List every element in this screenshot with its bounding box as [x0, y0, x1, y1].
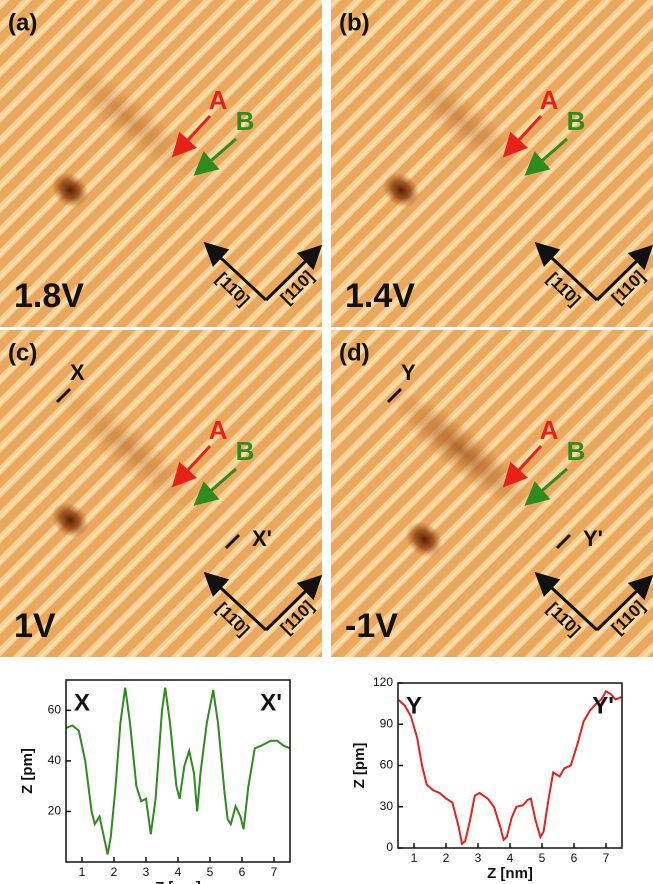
- direction-arrow: [203, 241, 268, 302]
- profile-charts: 1 2 3 4 5 6 7 20 40 60 Z [nm] Z [pm] X X' 1 2 3 4 5 6 7 0 30 60…: [19, 675, 623, 884]
- label-b: B: [567, 106, 586, 136]
- profile-end-label: X': [260, 689, 282, 716]
- x-tick-label: 4: [507, 851, 514, 865]
- defect-spot: [382, 172, 420, 208]
- label-a: A: [209, 415, 228, 445]
- x-tick-label: 7: [603, 851, 610, 865]
- profile-start: [55, 387, 72, 404]
- profile-start-label: X: [74, 689, 90, 716]
- y-tick-label: 90: [380, 716, 394, 730]
- defect-row: [390, 59, 532, 181]
- direction-arrow: [264, 244, 323, 302]
- defect-spot: [405, 521, 443, 558]
- y-tick-label: 0: [386, 840, 393, 854]
- arrow-b: [193, 137, 237, 176]
- profile-start-label: X: [70, 360, 85, 385]
- profile-end-label: Y': [583, 526, 603, 551]
- profile-end: [224, 533, 241, 550]
- x-tick-label: 1: [79, 865, 86, 879]
- arrow-a: [171, 114, 212, 158]
- panel-label: (b): [339, 9, 370, 36]
- panel-label: (d): [339, 339, 370, 366]
- label-b: B: [567, 436, 586, 466]
- x-tick-label: 2: [111, 865, 118, 879]
- arrow-a: [502, 114, 543, 158]
- arrow-a: [171, 444, 212, 488]
- profile-start: [386, 387, 403, 404]
- arrow-a: [502, 444, 543, 488]
- direction-arrow: [264, 574, 323, 632]
- direction-arrow: [595, 244, 653, 302]
- label-a: A: [209, 85, 228, 115]
- x-tick-label: 3: [143, 865, 150, 879]
- panel-label: (a): [8, 9, 37, 36]
- y-axis-title: Z [pm]: [19, 748, 36, 794]
- x-axis-title: Z [nm]: [487, 865, 533, 882]
- y-axis-title: Z [pm]: [351, 743, 368, 789]
- direction-arrow: [595, 574, 653, 632]
- panel-label: (c): [8, 339, 37, 366]
- y-tick-label: 120: [373, 675, 393, 689]
- voltage-label: 1.4V: [345, 277, 415, 315]
- defect-spot: [51, 502, 89, 538]
- x-tick-label: 6: [571, 851, 578, 865]
- defect-spot: [51, 172, 89, 208]
- arrow-b: [193, 467, 237, 506]
- defect-row: [59, 389, 201, 511]
- arrow-b: [524, 467, 568, 506]
- profile-end-label: X': [252, 526, 272, 551]
- label-b: B: [236, 106, 255, 136]
- profile-end-label: Y': [592, 692, 614, 719]
- x-axis-title: Z [nm]: [155, 879, 201, 884]
- profile-end: [555, 533, 572, 550]
- x-tick-label: 4: [175, 865, 182, 879]
- plot-frame: [65, 679, 291, 863]
- defect-row: [59, 59, 201, 181]
- x-tick-label: 1: [411, 851, 418, 865]
- direction-arrow: [203, 571, 268, 632]
- y-tick-label: 40: [48, 753, 62, 767]
- x-tick-label: 6: [239, 865, 246, 879]
- y-tick-label: 20: [48, 804, 62, 818]
- profile-line: [65, 687, 291, 855]
- y-tick-label: 30: [380, 799, 394, 813]
- voltage-label: -1V: [345, 607, 398, 645]
- voltage-label: 1.8V: [14, 277, 84, 315]
- separator: [0, 327, 653, 330]
- x-tick-label: 5: [207, 865, 214, 879]
- label-b: B: [236, 436, 255, 466]
- x-tick-label: 2: [443, 851, 450, 865]
- direction-arrow: [534, 571, 599, 632]
- profile-start-label: Y: [401, 360, 416, 385]
- label-a: A: [540, 415, 559, 445]
- voltage-label: 1V: [14, 607, 56, 645]
- defect-row: [390, 389, 532, 511]
- profile-line: [397, 689, 623, 846]
- label-a: A: [540, 85, 559, 115]
- x-tick-label: 7: [271, 865, 278, 879]
- y-tick-label: 60: [380, 758, 394, 772]
- arrow-b: [524, 137, 568, 176]
- x-tick-label: 3: [475, 851, 482, 865]
- direction-arrow: [534, 241, 599, 302]
- y-tick-label: 60: [48, 703, 62, 717]
- profile-start-label: Y: [406, 692, 422, 719]
- x-tick-label: 5: [539, 851, 546, 865]
